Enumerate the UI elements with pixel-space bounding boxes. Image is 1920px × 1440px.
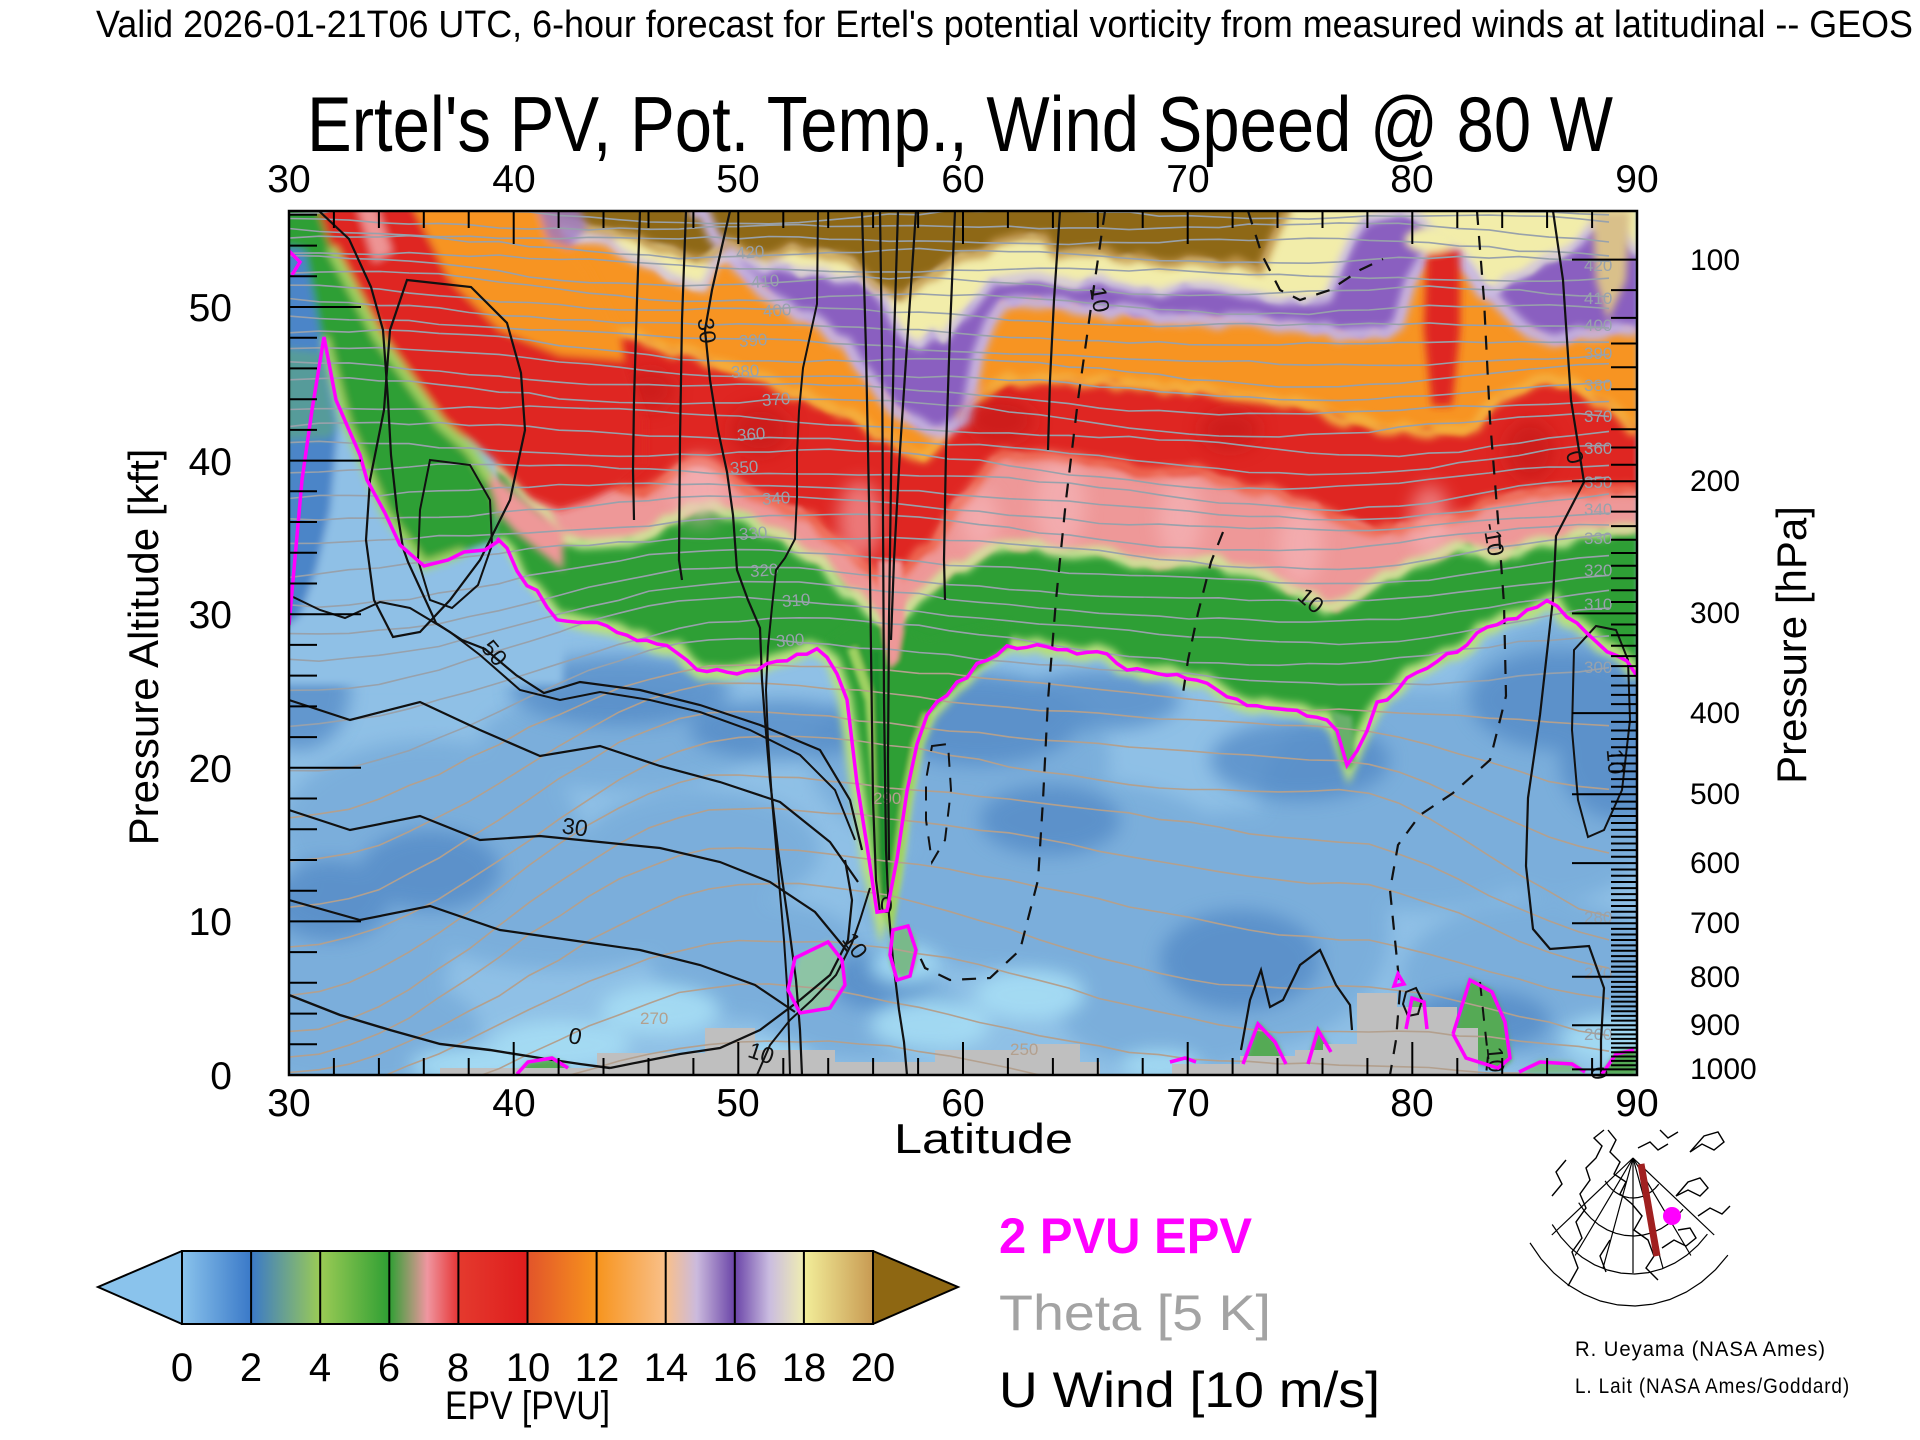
svg-text:R. Ueyama (NASA Ames): R. Ueyama (NASA Ames): [1575, 1338, 1826, 1361]
svg-text:0: 0: [210, 1055, 232, 1098]
svg-text:50: 50: [189, 287, 232, 330]
svg-text:800: 800: [1690, 961, 1740, 994]
svg-text:4: 4: [309, 1346, 331, 1390]
svg-text:300: 300: [1690, 597, 1740, 630]
svg-text:330: 330: [738, 523, 768, 544]
svg-text:300: 300: [775, 630, 805, 651]
svg-text:0: 0: [566, 1022, 584, 1050]
svg-text:600: 600: [1690, 847, 1740, 880]
svg-text:16: 16: [713, 1346, 758, 1390]
svg-text:320: 320: [749, 560, 779, 581]
svg-text:330: 330: [1584, 529, 1612, 548]
svg-text:420: 420: [1584, 256, 1612, 275]
svg-text:L. Lait (NASA Ames/Goddard): L. Lait (NASA Ames/Goddard): [1575, 1375, 1850, 1398]
svg-text:410: 410: [1584, 289, 1612, 308]
svg-text:18: 18: [782, 1346, 827, 1390]
svg-text:900: 900: [1690, 1009, 1740, 1042]
svg-text:370: 370: [761, 389, 791, 410]
svg-text:12: 12: [575, 1346, 620, 1390]
svg-text:50: 50: [716, 1082, 759, 1125]
svg-text:80: 80: [1390, 1082, 1433, 1125]
svg-text:0: 0: [171, 1346, 193, 1390]
svg-text:1000: 1000: [1690, 1053, 1757, 1086]
svg-text:8: 8: [447, 1346, 469, 1390]
svg-text:360: 360: [1584, 439, 1612, 458]
svg-text:2 PVU EPV: 2 PVU EPV: [999, 1208, 1253, 1264]
svg-text:200: 200: [1690, 465, 1740, 498]
svg-text:70: 70: [1166, 1082, 1209, 1125]
svg-text:20: 20: [189, 748, 232, 791]
svg-text:400: 400: [762, 300, 792, 321]
svg-text:360: 360: [736, 424, 766, 445]
svg-text:500: 500: [1690, 778, 1740, 811]
svg-text:70: 70: [1166, 158, 1209, 201]
svg-text:2: 2: [240, 1346, 262, 1390]
svg-text:390: 390: [738, 330, 768, 351]
svg-text:700: 700: [1690, 907, 1740, 940]
svg-text:60: 60: [941, 1082, 984, 1125]
svg-text:20: 20: [851, 1346, 896, 1390]
svg-text:40: 40: [189, 441, 232, 484]
svg-text:U Wind [10 m/s]: U Wind [10 m/s]: [999, 1362, 1380, 1418]
svg-text:100: 100: [1690, 244, 1740, 277]
svg-text:380: 380: [1584, 376, 1612, 395]
svg-text:Ertel's PV, Pot. Temp., Wind S: Ertel's PV, Pot. Temp., Wind Speed @ 80 …: [307, 80, 1613, 168]
svg-text:30: 30: [267, 1082, 310, 1125]
svg-text:350: 350: [729, 457, 759, 478]
svg-text:Valid 2026-01-21T06 UTC, 6-hou: Valid 2026-01-21T06 UTC, 6-hour forecast…: [96, 4, 1913, 46]
svg-text:Theta [5 K]: Theta [5 K]: [999, 1285, 1271, 1341]
svg-text:370: 370: [1584, 407, 1612, 426]
svg-text:-10: -10: [1478, 521, 1509, 558]
svg-text:14: 14: [644, 1346, 689, 1390]
svg-text:10: 10: [1085, 285, 1115, 315]
svg-text:380: 380: [730, 361, 760, 382]
svg-text:340: 340: [1584, 500, 1612, 519]
svg-text:310: 310: [1584, 595, 1612, 614]
svg-text:410: 410: [750, 271, 780, 292]
svg-text:40: 40: [492, 158, 535, 201]
svg-text:80: 80: [1390, 158, 1433, 201]
svg-text:EPV [PVU]: EPV [PVU]: [445, 1384, 610, 1428]
svg-text:250: 250: [1010, 1040, 1038, 1059]
svg-text:50: 50: [716, 158, 759, 201]
svg-text:310: 310: [781, 590, 811, 611]
svg-text:6: 6: [378, 1346, 400, 1390]
svg-text:260: 260: [1584, 1025, 1612, 1044]
svg-text:90: 90: [1615, 1082, 1658, 1125]
svg-text:30: 30: [189, 594, 232, 637]
svg-text:340: 340: [761, 488, 791, 509]
svg-text:10: 10: [189, 901, 232, 944]
svg-text:30: 30: [692, 316, 721, 345]
svg-text:40: 40: [492, 1082, 535, 1125]
svg-text:10: 10: [506, 1346, 551, 1390]
svg-text:320: 320: [1584, 561, 1612, 580]
svg-text:400: 400: [1690, 697, 1740, 730]
svg-text:90: 90: [1615, 158, 1658, 201]
svg-text:290: 290: [873, 789, 901, 808]
svg-text:30: 30: [560, 812, 589, 841]
svg-text:30: 30: [267, 158, 310, 201]
svg-text:Latitude: Latitude: [894, 1115, 1073, 1162]
svg-text:280: 280: [1584, 908, 1612, 927]
svg-text:Pressure [hPa]: Pressure [hPa]: [1768, 506, 1815, 784]
svg-text:400: 400: [1584, 316, 1612, 335]
svg-text:60: 60: [941, 158, 984, 201]
svg-text:350: 350: [1584, 473, 1612, 492]
svg-text:300: 300: [1584, 658, 1612, 677]
svg-text:420: 420: [735, 242, 765, 263]
svg-text:Pressure Altitude [kft]: Pressure Altitude [kft]: [120, 449, 167, 846]
svg-text:270: 270: [640, 1009, 668, 1028]
svg-text:390: 390: [1584, 344, 1612, 363]
